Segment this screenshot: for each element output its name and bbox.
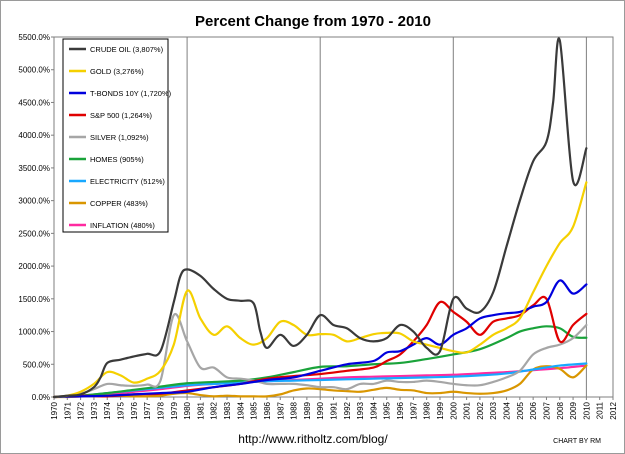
x-tick-label: 1978 [156,401,165,419]
x-tick-label: 1996 [396,401,405,419]
legend-label: SILVER (1,092%) [90,133,149,142]
legend-label: ELECTRICITY (512%) [90,177,165,186]
x-tick-label: 1972 [77,401,86,419]
x-tick-label: 1984 [236,401,245,419]
x-tick-label: 1983 [223,401,232,419]
y-tick-label: 0.0% [32,393,50,402]
legend-label: GOLD (3,276%) [90,67,144,76]
x-tick-label: 1985 [250,401,259,419]
x-tick-label: 1998 [423,401,432,419]
y-tick-label: 5500.0% [18,33,50,42]
x-tick-label: 2009 [569,401,578,419]
x-tick-label: 1993 [356,401,365,419]
x-tick-label: 1979 [170,401,179,419]
x-tick-label: 2010 [582,401,591,419]
y-tick-label: 5000.0% [18,66,50,75]
legend-label: HOMES (905%) [90,155,144,164]
footer-url: http://www.ritholtz.com/blog/ [238,432,388,446]
legend: CRUDE OIL (3,807%) GOLD (3,276%) T-BONDS 1… [62,38,172,233]
legend-label: COPPER (483%) [90,199,148,208]
series-line-inflation-480 [52,364,588,399]
x-tick-label: 2011 [596,401,605,419]
series-line-silver-1-092 [52,312,588,399]
legend-label: CRUDE OIL (3,807%) [90,45,164,54]
series-line-homes-905 [52,325,588,399]
legend-label: T-BONDS 10Y (1,720%) [90,89,172,98]
x-tick-label: 1975 [117,401,126,419]
x-tick-label: 2001 [463,401,472,419]
x-tick-label: 1997 [409,401,418,419]
series-line-gold-3-276 [52,181,588,399]
x-tick-label: 2012 [609,401,618,419]
legend-label: INFLATION (480%) [90,221,155,230]
y-tick-label: 2000.0% [18,262,50,271]
x-tick-label: 2006 [529,401,538,419]
x-tick-label: 1987 [276,401,285,419]
x-tick-label: 1999 [436,401,445,419]
x-tick-label: 2004 [503,401,512,419]
chart-credit: CHART BY RM [553,438,601,445]
x-tick-label: 1988 [290,401,299,419]
y-tick-label: 3500.0% [18,164,50,173]
y-tick-label: 1500.0% [18,295,50,304]
x-tick-label: 1991 [330,401,339,419]
x-tick-label: 1986 [263,401,272,419]
x-tick-label: 2007 [542,401,551,419]
chart-title: Percent Change from 1970 - 2010 [195,13,431,30]
series-line-crude-oil-3-807 [52,37,588,399]
series-lines [52,37,588,399]
y-tick-label: 4500.0% [18,98,50,107]
x-tick-label: 2008 [556,401,565,419]
x-tick-label: 2003 [489,401,498,419]
x-tick-label: 2002 [476,401,485,419]
x-tick-label: 1995 [383,401,392,419]
x-tick-label: 1974 [103,401,112,419]
x-tick-label: 1994 [369,401,378,419]
x-tick-label: 1989 [303,401,312,419]
x-tick-label: 2000 [449,401,458,419]
legend-label: S&P 500 (1,264%) [90,111,152,120]
x-tick-label: 1970 [50,401,59,419]
y-tick-label: 500.0% [23,360,50,369]
x-tick-label: 1980 [183,401,192,419]
series-line-copper-483 [52,364,588,399]
y-tick-label: 2500.0% [18,229,50,238]
x-axis-ticks: 1970 1971 1972 1973 1974 1975 1976 1977 1978 1979… [50,397,618,420]
x-tick-label: 1976 [130,401,139,419]
x-tick-label: 1981 [196,401,205,419]
x-tick-label: 1977 [143,401,152,419]
y-tick-label: 1000.0% [18,328,50,337]
y-tick-label: 4000.0% [18,131,50,140]
x-tick-label: 1982 [210,401,219,419]
y-axis-ticks: 0.0% 500.0% 1000.0% 1500.0% 2000.0% 2500.0% 30… [18,33,54,402]
x-tick-label: 1971 [63,401,72,419]
x-tick-label: 2005 [516,401,525,419]
x-tick-label: 1973 [90,401,99,419]
x-tick-label: 1990 [316,401,325,419]
y-tick-label: 3000.0% [18,197,50,206]
x-tick-label: 1992 [343,401,352,419]
